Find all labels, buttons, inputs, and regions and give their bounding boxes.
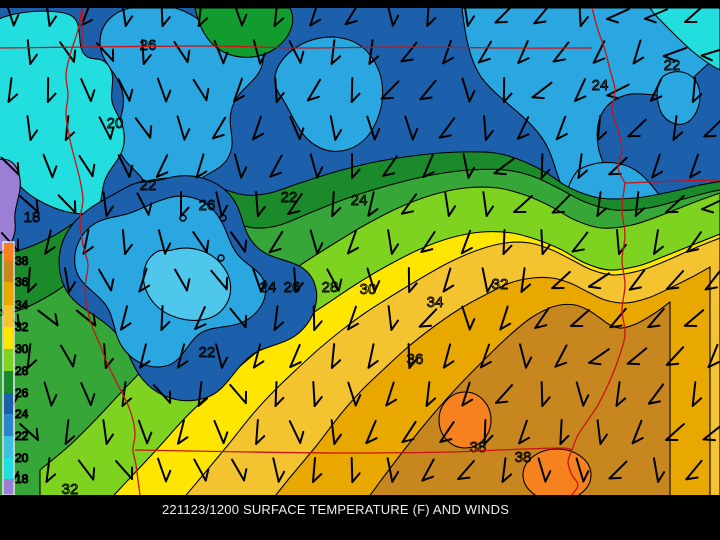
svg-text:26: 26 [199, 197, 216, 214]
svg-text:36: 36 [407, 351, 424, 368]
svg-text:26: 26 [15, 386, 29, 400]
svg-text:24: 24 [15, 407, 29, 421]
svg-text:36: 36 [15, 275, 29, 289]
svg-text:28: 28 [15, 364, 29, 378]
svg-text:26: 26 [140, 37, 157, 54]
svg-text:22: 22 [664, 57, 681, 74]
svg-text:24: 24 [260, 279, 277, 296]
svg-text:24: 24 [592, 77, 609, 94]
svg-text:22: 22 [281, 189, 298, 206]
svg-text:22: 22 [15, 429, 29, 443]
svg-text:38: 38 [15, 254, 29, 268]
svg-text:34: 34 [15, 298, 29, 312]
svg-text:38: 38 [515, 449, 532, 466]
svg-text:18: 18 [15, 472, 29, 486]
svg-text:32: 32 [15, 320, 29, 334]
svg-text:30: 30 [360, 281, 377, 298]
svg-text:20: 20 [107, 115, 124, 132]
svg-text:32: 32 [492, 276, 509, 293]
svg-text:30: 30 [15, 342, 29, 356]
svg-text:26: 26 [284, 279, 301, 296]
svg-text:18: 18 [24, 209, 41, 226]
svg-text:20: 20 [15, 451, 29, 465]
svg-text:28: 28 [322, 279, 339, 296]
svg-text:34: 34 [427, 294, 444, 311]
svg-text:22: 22 [140, 177, 157, 194]
svg-text:22: 22 [199, 344, 216, 361]
svg-text:24: 24 [351, 192, 368, 209]
svg-text:38: 38 [470, 439, 487, 456]
